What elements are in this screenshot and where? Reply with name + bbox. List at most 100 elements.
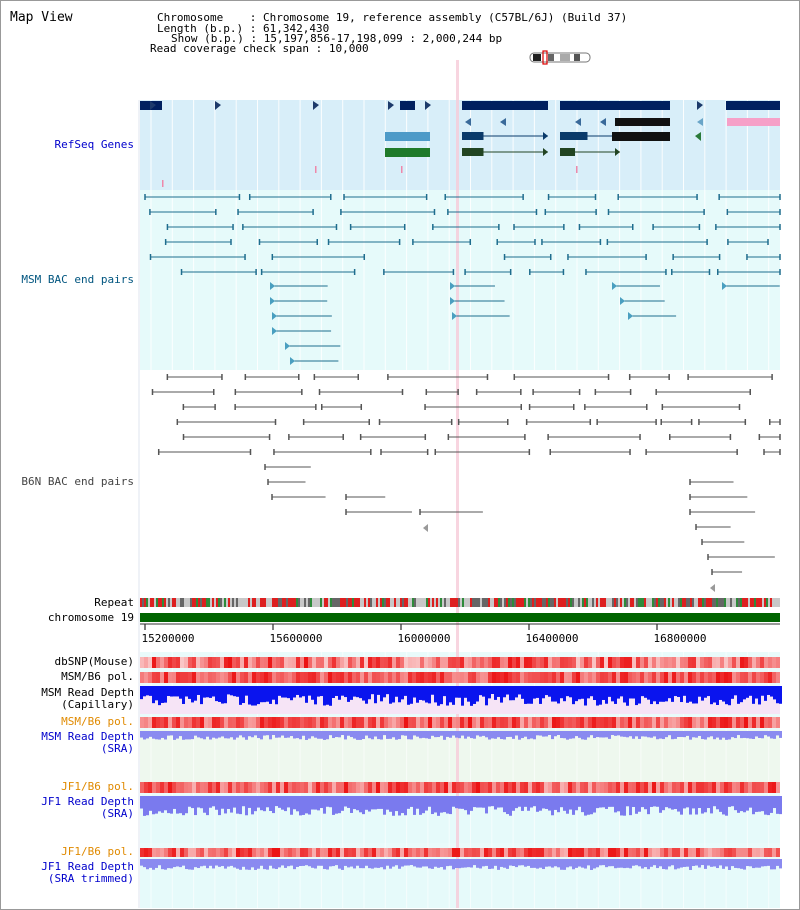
repeat-bar: [406, 598, 408, 607]
heat-cell: [572, 657, 576, 668]
depth-bar: [194, 796, 197, 816]
depth-bar: [692, 796, 695, 809]
depth-bar: [308, 686, 311, 696]
heat-cell: [244, 672, 248, 683]
heat-cell: [708, 657, 712, 668]
heat-cell: [668, 848, 672, 857]
depth-bar: [197, 796, 200, 808]
depth-bar: [362, 686, 365, 701]
heat-cell: [640, 848, 644, 857]
heat-cell: [204, 657, 208, 668]
heat-cell: [692, 717, 696, 728]
repeat-bar: [426, 598, 428, 607]
repeat-bar: [374, 598, 376, 607]
jf1-b6-pol-label-1[interactable]: JF1/B6 pol.: [61, 780, 134, 793]
jf1-read-depth-trim-label[interactable]: JF1 Read Depth (SRA trimmed): [41, 860, 134, 885]
heat-cell: [556, 657, 560, 668]
depth-bar: [566, 796, 569, 814]
depth-bar: [341, 731, 344, 736]
depth-bar: [545, 859, 548, 867]
heat-cell: [380, 672, 384, 683]
heat-cell: [544, 657, 548, 668]
msm-b6-pol-label-1[interactable]: MSM/B6 pol.: [61, 670, 134, 683]
repeat-bar: [338, 598, 340, 607]
depth-bar: [530, 796, 533, 808]
heat-cell: [328, 848, 332, 857]
heat-cell: [384, 848, 388, 857]
heat-cell: [244, 657, 248, 668]
heat-cell: [184, 782, 188, 793]
depth-bar: [305, 796, 308, 814]
heat-cell: [756, 657, 760, 668]
heat-cell: [616, 848, 620, 857]
heat-cell: [748, 782, 752, 793]
heat-cell: [608, 657, 612, 668]
repeat-bar: [484, 598, 486, 607]
heat-cell: [420, 657, 424, 668]
heat-cell: [384, 657, 388, 668]
msm-bac-arrow: [450, 297, 455, 305]
depth-bar: [668, 796, 671, 809]
depth-bar: [158, 796, 161, 812]
dbsnp-label[interactable]: dbSNP(Mouse): [54, 655, 134, 668]
depth-bar: [212, 731, 215, 738]
jf1-read-depth-sra-label[interactable]: JF1 Read Depth (SRA): [41, 795, 134, 820]
refseq-block: [462, 101, 548, 110]
msm-bac-label[interactable]: MSM BAC end pairs: [21, 273, 134, 286]
heat-cell: [396, 717, 400, 728]
depth-bar: [692, 686, 695, 704]
repeat-bar: [222, 598, 224, 607]
heat-cell: [592, 782, 596, 793]
jf1-b6-pol-label-2[interactable]: JF1/B6 pol.: [61, 845, 134, 858]
depth-bar: [764, 731, 767, 736]
heat-cell: [388, 717, 392, 728]
heat-cell: [748, 717, 752, 728]
depth-bar: [155, 686, 158, 701]
msm-read-depth-sra-label[interactable]: MSM Read Depth (SRA): [41, 730, 134, 755]
refseq-arrow: [695, 132, 701, 141]
depth-bar: [710, 796, 713, 814]
repeat-bar: [510, 598, 512, 607]
heat-cell: [440, 848, 444, 857]
refseq-genes-label[interactable]: RefSeq Genes: [54, 138, 134, 151]
heat-cell: [276, 657, 280, 668]
repeat-bar: [556, 598, 558, 607]
ideogram-position-box: [542, 50, 548, 65]
heat-cell: [216, 782, 220, 793]
depth-bar: [293, 686, 296, 698]
refseq-block: [400, 101, 415, 110]
repeat-bar: [540, 598, 542, 607]
heat-cell: [176, 782, 180, 793]
msm-read-depth-cap-label[interactable]: MSM Read Depth (Capillary): [41, 686, 134, 711]
heat-cell: [184, 657, 188, 668]
depth-bar: [737, 686, 740, 704]
depth-bar: [719, 731, 722, 740]
heat-cell: [708, 848, 712, 857]
depth-bar: [608, 859, 611, 867]
heat-cell: [464, 672, 468, 683]
depth-bar: [341, 686, 344, 696]
heat-cell: [588, 848, 592, 857]
repeat-bar: [552, 598, 554, 607]
heat-cell: [572, 717, 576, 728]
heat-cell: [688, 657, 692, 668]
depth-bar: [614, 731, 617, 736]
repeat-bar: [334, 598, 336, 607]
heat-cell: [656, 672, 660, 683]
depth-bar: [311, 796, 314, 810]
depth-bar: [248, 731, 251, 737]
heat-cell: [636, 657, 640, 668]
msm-b6-pol-label-2[interactable]: MSM/B6 pol.: [61, 715, 134, 728]
heat-cell: [320, 848, 324, 857]
refseq-block: [560, 101, 670, 110]
heat-cell: [488, 782, 492, 793]
b6n-bac-label[interactable]: B6N BAC end pairs: [21, 475, 134, 488]
depth-bar: [653, 859, 656, 866]
depth-bar: [269, 686, 272, 704]
depth-bar: [701, 686, 704, 701]
depth-bar: [644, 796, 647, 810]
heat-cell: [188, 782, 192, 793]
heat-cell: [596, 782, 600, 793]
heat-cell: [548, 717, 552, 728]
